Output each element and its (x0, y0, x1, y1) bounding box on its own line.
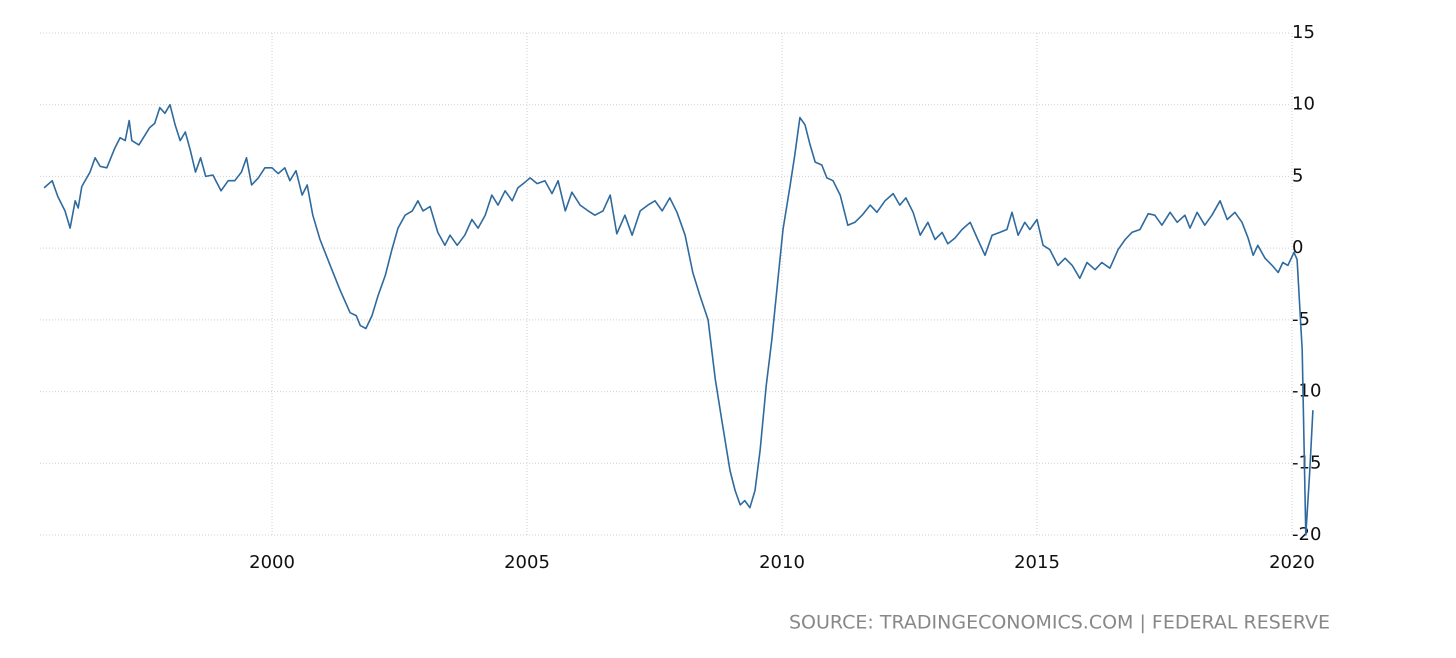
y-tick-label: 5 (1292, 165, 1303, 186)
data-line (43, 103, 1314, 536)
x-tick-label: 2010 (759, 552, 805, 573)
x-tick-label: 2015 (1014, 552, 1060, 573)
y-tick-label: -10 (1292, 381, 1321, 402)
y-tick-label: 15 (1292, 22, 1315, 43)
x-tick-label: 2005 (504, 552, 550, 573)
y-tick-label: 0 (1292, 237, 1303, 258)
y-tick-label: 10 (1292, 94, 1315, 115)
source-note: SOURCE: TRADINGECONOMICS.COM | FEDERAL R… (789, 612, 1330, 634)
y-tick-label: -15 (1292, 452, 1321, 473)
x-tick-label: 2020 (1269, 552, 1315, 573)
y-tick-label: -20 (1292, 524, 1321, 545)
x-tick-label: 2000 (249, 552, 295, 573)
